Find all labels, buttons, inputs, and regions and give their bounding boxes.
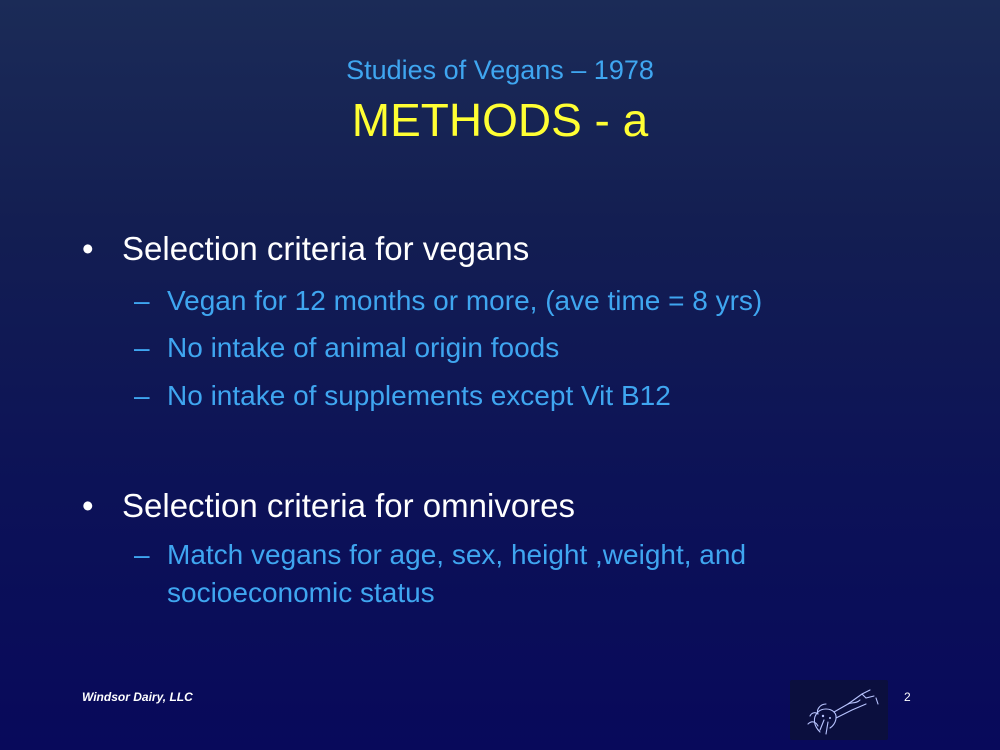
bullet-text: Selection criteria for omnivores	[122, 487, 576, 524]
bullet-omnivores: • Selection criteria for omnivores	[82, 486, 575, 526]
sub-item: – Match vegans for age, sex, height ,wei…	[134, 536, 854, 612]
sub-item: – No intake of animal origin foods	[134, 329, 559, 367]
sub-item: – Vegan for 12 months or more, (ave time…	[134, 282, 762, 320]
sub-dash: –	[134, 332, 150, 363]
sub-dash: –	[134, 285, 150, 316]
bullet-vegans: • Selection criteria for vegans	[82, 229, 529, 269]
bullet-text: Selection criteria for vegans	[122, 230, 530, 267]
sub-text: No intake of animal origin foods	[167, 332, 560, 363]
slide-title: METHODS - a	[351, 94, 649, 146]
slide-subtitle: Studies of Vegans – 1978	[346, 55, 654, 85]
cow-sketch-icon	[790, 680, 888, 740]
bullet-symbol: •	[82, 230, 94, 267]
page-number: 2	[904, 690, 911, 704]
bullet-symbol: •	[82, 487, 94, 524]
sub-dash: –	[134, 539, 150, 570]
sub-text: No intake of supplements except Vit B12	[167, 380, 671, 411]
footer-company: Windsor Dairy, LLC	[82, 690, 193, 704]
sub-text: Match vegans for age, sex, height ,weigh…	[167, 539, 747, 608]
sub-text: Vegan for 12 months or more, (ave time =…	[167, 285, 763, 316]
sub-item: – No intake of supplements except Vit B1…	[134, 377, 671, 415]
sub-dash: –	[134, 380, 150, 411]
